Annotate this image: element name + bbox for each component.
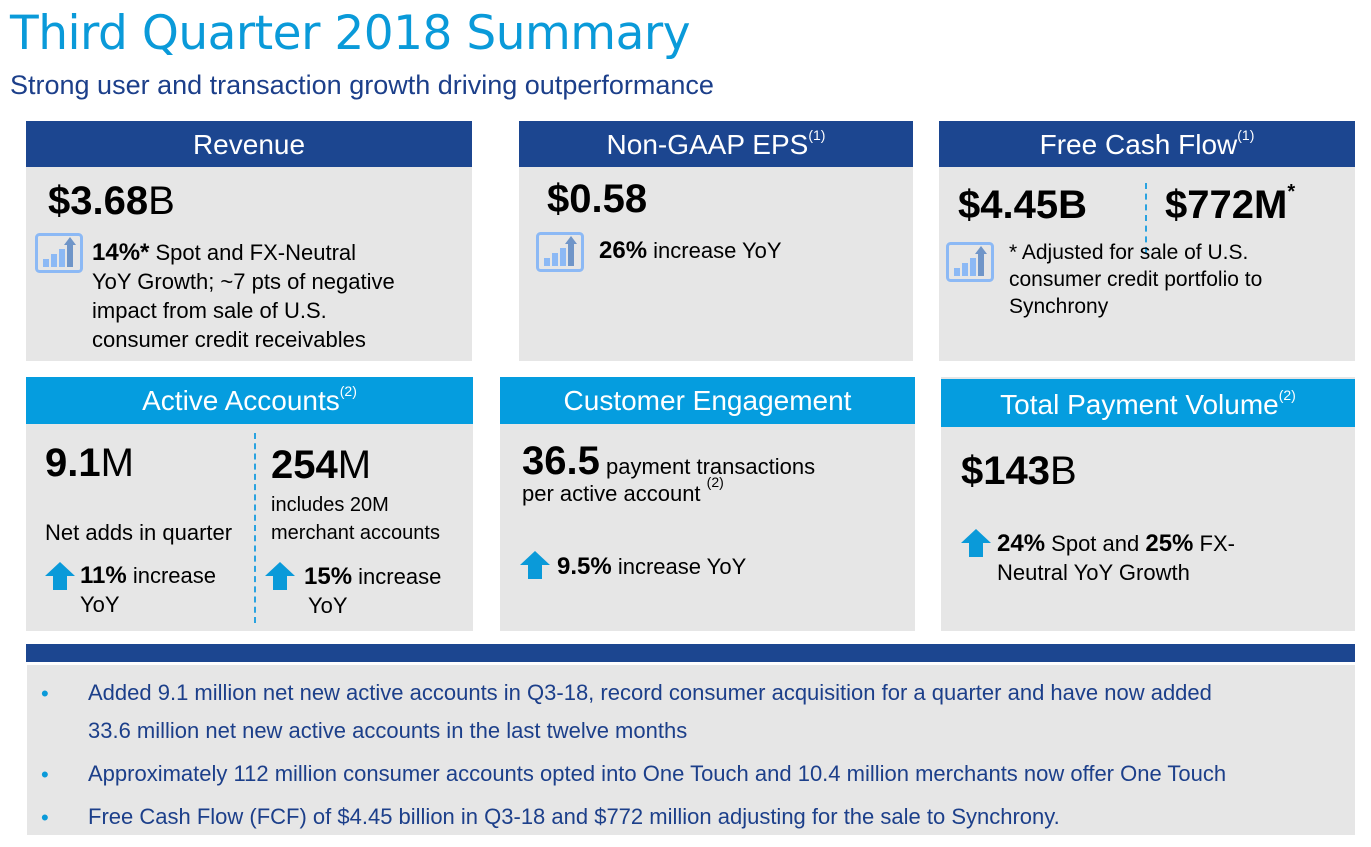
revenue-growth-line-2: YoY Growth; ~7 pts of negative xyxy=(92,269,395,294)
active-accounts-title-footnote: (2) xyxy=(339,383,357,399)
bullet-icon: • xyxy=(41,762,49,787)
tpv-value-unit: B xyxy=(1049,449,1077,493)
eps-growth-percent: 26% xyxy=(599,237,648,264)
active-accounts-divider xyxy=(254,433,256,623)
total-accounts-value: 254M xyxy=(271,443,371,488)
total-accounts-label: includes 20M merchant accounts xyxy=(271,491,440,547)
net-adds-growth-yoy: YoY xyxy=(80,592,120,617)
engagement-value-label-2: per active account xyxy=(522,481,707,506)
net-adds-unit: M xyxy=(100,441,134,485)
total-accounts-label-line-1: includes 20M xyxy=(271,494,389,516)
fcf-note-line-2: consumer credit portfolio to xyxy=(1009,268,1263,291)
net-adds-growth-percent: 11% xyxy=(80,562,127,589)
net-adds-growth-label: increase xyxy=(126,563,216,588)
fcf-card: Free Cash Flow(1) $4.45B $772M* * Adjust… xyxy=(939,121,1355,361)
engagement-value: 36.5 xyxy=(522,439,600,483)
arrow-up-icon xyxy=(45,562,75,590)
total-accounts-label-line-2: merchant accounts xyxy=(271,522,440,544)
revenue-growth-line-1: Spot and FX-Neutral xyxy=(149,240,357,265)
tpv-growth-spot: 24% xyxy=(997,530,1046,557)
fcf-value-adjusted-number: $772M xyxy=(1165,183,1288,227)
engagement-title: Customer Engagement xyxy=(563,385,852,416)
eps-card-header: Non-GAAP EPS(1) xyxy=(519,121,913,167)
tpv-title: Total Payment Volume xyxy=(1000,389,1279,420)
revenue-growth-line-4: consumer credit receivables xyxy=(92,327,366,352)
engagement-card-header: Customer Engagement xyxy=(500,377,915,424)
revenue-value-unit: B xyxy=(148,179,175,223)
fcf-value-adjusted: $772M* xyxy=(1165,181,1296,228)
eps-value: $0.58 xyxy=(547,177,648,221)
arrow-up-icon xyxy=(520,551,550,579)
tpv-growth: 24% Spot and 25% FX- Neutral YoY Growth xyxy=(997,529,1235,587)
tpv-title-footnote: (2) xyxy=(1278,387,1296,403)
revenue-card-header: Revenue xyxy=(26,121,472,167)
engagement-growth-percent: 9.5% xyxy=(557,553,612,580)
fcf-value-reported: $4.45B xyxy=(958,183,1087,227)
fcf-card-header: Free Cash Flow(1) xyxy=(939,121,1355,167)
revenue-card: Revenue $3.68B 14%* Spot and FX-Neutral … xyxy=(26,121,472,361)
arrow-up-icon xyxy=(961,529,991,557)
engagement-growth: 9.5% increase YoY xyxy=(557,552,746,581)
fcf-divider xyxy=(1145,183,1147,253)
engagement-value-label: payment transactions xyxy=(599,454,816,479)
highlight-2-line-1: Approximately 112 million consumer accou… xyxy=(88,761,1227,786)
fcf-note-line-3: Synchrony xyxy=(1009,295,1109,318)
engagement-card: Customer Engagement 36.5 payment transac… xyxy=(500,377,915,631)
tpv-growth-label-1: Spot and xyxy=(1045,531,1146,556)
highlight-3-line-1: Free Cash Flow (FCF) of $4.45 billion in… xyxy=(88,804,1060,829)
total-accounts-number: 254 xyxy=(271,443,338,487)
revenue-value: $3.68B xyxy=(48,179,175,224)
bar-chart-up-icon xyxy=(35,233,83,273)
engagement-value-block: 36.5 payment transactions per active acc… xyxy=(522,441,912,508)
tpv-card: Total Payment Volume(2) $143B 24% Spot a… xyxy=(941,377,1355,631)
total-accounts-unit: M xyxy=(337,443,372,487)
net-adds-growth: 11% increase YoY xyxy=(80,561,216,619)
eps-growth-text: 26% increase YoY xyxy=(599,236,782,265)
eps-title: Non-GAAP EPS xyxy=(606,129,809,160)
fcf-value-adjusted-asterisk: * xyxy=(1287,181,1296,203)
tpv-card-header: Total Payment Volume(2) xyxy=(941,379,1355,427)
total-accounts-growth-percent: 15% xyxy=(304,563,353,590)
eps-card: Non-GAAP EPS(1) $0.58 26% increase YoY xyxy=(519,121,913,361)
total-accounts-growth: 15% increase YoY xyxy=(304,562,441,620)
arrow-up-icon xyxy=(265,562,295,590)
tpv-value-number: $143 xyxy=(961,449,1050,493)
fcf-title: Free Cash Flow xyxy=(1039,129,1238,160)
page-title: Third Quarter 2018 Summary xyxy=(10,6,691,61)
total-accounts-growth-yoy: YoY xyxy=(308,593,348,618)
revenue-growth-text: 14%* Spot and FX-Neutral YoY Growth; ~7 … xyxy=(92,238,462,354)
bullet-icon: • xyxy=(41,805,49,830)
active-accounts-card: Active Accounts(2) 9.1M Net adds in quar… xyxy=(26,377,473,631)
bar-chart-up-icon xyxy=(946,242,994,282)
bar-chart-up-icon xyxy=(536,232,584,272)
engagement-growth-label: increase YoY xyxy=(611,554,747,579)
tpv-value: $143B xyxy=(961,449,1077,494)
highlight-1-line-2: 33.6 million net new active accounts in … xyxy=(88,718,688,743)
revenue-growth-line-3: impact from sale of U.S. xyxy=(92,298,327,323)
highlights-header-bar xyxy=(26,644,1355,662)
revenue-title: Revenue xyxy=(192,129,306,160)
net-adds-number: 9.1 xyxy=(45,441,101,485)
highlight-1-line-1: Added 9.1 million net new active account… xyxy=(88,680,1212,705)
eps-growth-label: increase YoY xyxy=(647,238,782,263)
revenue-growth-percent: 14%* xyxy=(92,239,150,266)
revenue-value-number: $3.68 xyxy=(48,179,149,223)
fcf-note-line-1: * Adjusted for sale of U.S. xyxy=(1009,241,1249,264)
fcf-title-footnote: (1) xyxy=(1237,127,1255,143)
active-accounts-card-header: Active Accounts(2) xyxy=(26,377,473,424)
tpv-growth-label-3: Neutral YoY Growth xyxy=(997,560,1190,585)
tpv-growth-label-2: FX- xyxy=(1193,531,1235,556)
page-subtitle: Strong user and transaction growth drivi… xyxy=(10,70,714,100)
fcf-note: * Adjusted for sale of U.S. consumer cre… xyxy=(1009,239,1262,320)
engagement-footnote: (2) xyxy=(706,474,724,490)
net-adds-value: 9.1M xyxy=(45,441,134,486)
bullet-icon: • xyxy=(41,681,49,706)
active-accounts-title: Active Accounts xyxy=(142,385,340,416)
tpv-growth-fx-neutral: 25% xyxy=(1145,530,1194,557)
highlights-panel: • Added 9.1 million net new active accou… xyxy=(27,665,1355,835)
total-accounts-growth-label: increase xyxy=(352,564,442,589)
eps-title-footnote: (1) xyxy=(808,127,826,143)
net-adds-label: Net adds in quarter xyxy=(45,520,233,545)
